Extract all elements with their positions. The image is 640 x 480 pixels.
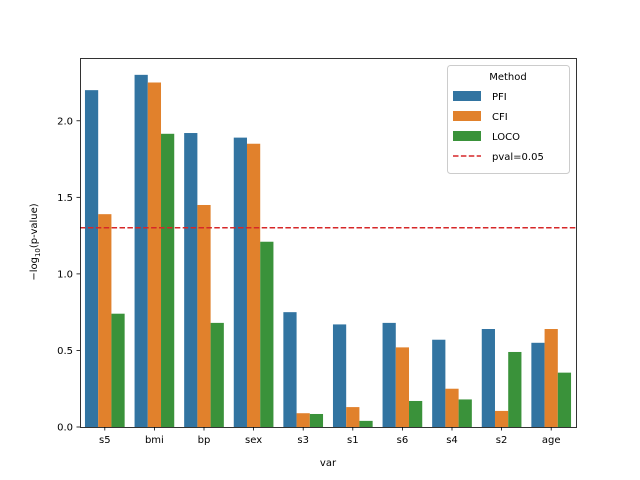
legend-label-pfi: PFI xyxy=(492,92,507,103)
legend-swatch-cfi xyxy=(453,111,481,121)
bar-pfi-s1 xyxy=(332,324,347,427)
x-tick-label: s2 xyxy=(496,435,508,446)
legend-label-threshold: pval=0.05 xyxy=(492,152,544,163)
bar-pfi-bmi xyxy=(134,74,148,428)
x-tick-label: s3 xyxy=(297,435,309,446)
bar-cfi-sex xyxy=(246,143,261,427)
x-tick-label: s1 xyxy=(347,435,359,446)
bar-cfi-s1 xyxy=(346,407,360,427)
legend-swatch-loco xyxy=(453,131,481,141)
bar-loco-age xyxy=(557,372,572,427)
legend-label-loco: LOCO xyxy=(492,132,520,143)
y-tick-label: 1.5 xyxy=(57,193,73,204)
x-ticks: s5 bmi bp sex s3 s1 s6 s4 s2 age xyxy=(99,427,561,446)
x-tick-label: s6 xyxy=(397,435,409,446)
bar-pfi-s2 xyxy=(481,329,495,427)
bar-cfi-s5 xyxy=(98,214,112,427)
x-tick-label: s4 xyxy=(446,435,458,446)
y-tick-label: 0.0 xyxy=(57,423,73,434)
bar-loco-s2 xyxy=(508,351,522,427)
x-tick-label: bmi xyxy=(145,435,164,446)
bar-pfi-s5 xyxy=(84,90,99,427)
bar-cfi-bmi xyxy=(147,82,162,427)
bar-pfi-sex xyxy=(233,137,247,427)
bar-cfi-bp xyxy=(197,204,211,427)
legend: Method PFI CFI LOCO pval=0.05 xyxy=(447,65,570,174)
bar-loco-s1 xyxy=(359,420,373,427)
bar-cfi-s6 xyxy=(395,347,410,427)
x-tick-label: bp xyxy=(198,435,211,446)
x-tick-label: s5 xyxy=(99,435,111,446)
bar-loco-bp xyxy=(210,322,224,427)
y-tick-label: 1.0 xyxy=(57,269,73,280)
legend-label-cfi: CFI xyxy=(492,112,508,123)
bar-loco-s6 xyxy=(409,400,423,427)
axes-frame xyxy=(80,58,577,428)
bar-loco-s4 xyxy=(458,399,472,427)
bar-loco-bmi xyxy=(161,133,175,427)
bar-pfi-s4 xyxy=(432,339,446,427)
x-tick-label: age xyxy=(542,435,561,446)
bar-loco-s5 xyxy=(111,313,125,427)
legend-title: Method xyxy=(489,72,527,83)
bar-loco-s3 xyxy=(309,413,324,427)
bars xyxy=(84,74,572,428)
bar-cfi-s4 xyxy=(445,388,459,427)
bar-pfi-s3 xyxy=(283,312,297,427)
bar-pfi-age xyxy=(531,342,545,427)
bar-pfi-bp xyxy=(184,133,198,427)
bar-pfi-s6 xyxy=(382,322,396,427)
y-tick-label: 2.0 xyxy=(57,116,73,127)
bar-cfi-age xyxy=(544,329,558,427)
bar-cfi-s2 xyxy=(494,410,509,427)
bar-cfi-s3 xyxy=(296,413,310,427)
y-tick-label: 0.5 xyxy=(57,346,73,357)
x-tick-label: sex xyxy=(245,435,262,446)
y-ticks: 0.0 0.5 1.0 1.5 2.0 xyxy=(57,116,80,434)
legend-swatch-pfi xyxy=(453,91,481,101)
y-axis-label: −log10(p-value) xyxy=(29,203,42,280)
x-axis-label: var xyxy=(320,458,337,469)
bar-loco-sex xyxy=(260,241,274,427)
